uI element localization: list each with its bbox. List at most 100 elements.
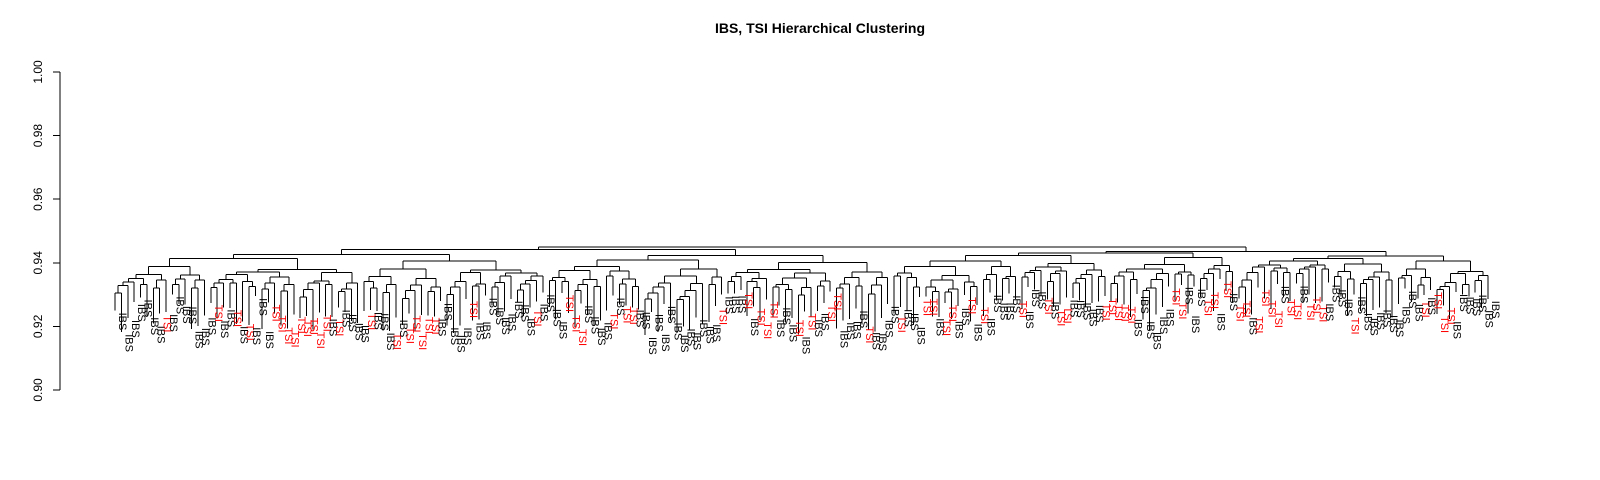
leaf-label-ibs: IBS bbox=[818, 313, 830, 331]
leaf-label-ibs: IBS bbox=[774, 320, 786, 338]
leaf-label-tsi: TSI bbox=[282, 327, 294, 344]
leaf-label-ibs: IBS bbox=[486, 298, 498, 316]
leaf-label-ibs: IBS bbox=[1406, 291, 1418, 309]
leaf-label-ibs: IBS bbox=[1483, 310, 1495, 328]
leaf-label-ibs: IBS bbox=[352, 323, 364, 341]
leaf-label-ibs: IBS bbox=[506, 313, 518, 331]
leaf-label-ibs: IBS bbox=[1023, 311, 1035, 329]
leaf-label-tsi: TSI bbox=[1016, 301, 1028, 318]
leaf-label-ibs: IBS bbox=[525, 318, 537, 336]
dendrogram-links bbox=[114, 246, 1489, 336]
leaf-label-tsi: TSI bbox=[1265, 300, 1277, 317]
leaf-label-tsi: TSI bbox=[333, 319, 345, 336]
leaf-label-tsi: TSI bbox=[742, 292, 754, 309]
leaf-label-tsi: TSI bbox=[308, 318, 320, 335]
leaf-label-ibs: IBS bbox=[589, 316, 601, 334]
leaf-label-tsi: TSI bbox=[1438, 316, 1450, 333]
leaf-label-ibs: IBS bbox=[710, 324, 722, 342]
leaf-label-ibs: IBS bbox=[1470, 298, 1482, 316]
leaf-label-tsi: TSI bbox=[295, 317, 307, 334]
leaf-label-ibs: IBS bbox=[595, 328, 607, 346]
leaf-label-ibs: IBS bbox=[180, 306, 192, 324]
leaf-label-tsi: TSI bbox=[1240, 301, 1252, 318]
leaf-label-tsi: TSI bbox=[365, 313, 377, 330]
leaf-label-ibs: IBS bbox=[1004, 303, 1016, 321]
leaf-label-ibs: IBS bbox=[1393, 319, 1405, 337]
leaf-label-tsi: TSI bbox=[831, 293, 843, 310]
leaf-label-ibs: IBS bbox=[1189, 315, 1201, 333]
leaf-label-ibs: IBS bbox=[493, 307, 505, 325]
leaf-label-tsi: TSI bbox=[1285, 299, 1297, 316]
leaf-label-tsi: TSI bbox=[1055, 309, 1067, 326]
leaf-label-tsi: TSI bbox=[1170, 288, 1182, 305]
leaf-label-tsi: TSI bbox=[1317, 305, 1329, 322]
leaf-label-ibs: IBS bbox=[991, 295, 1003, 313]
leaf-label-ibs: IBS bbox=[1157, 316, 1169, 334]
leaf-label-ibs: IBS bbox=[237, 326, 249, 344]
leaf-label-tsi: TSI bbox=[921, 299, 933, 316]
y-tick-label: 0.92 bbox=[31, 314, 45, 338]
leaf-label-ibs: IBS bbox=[697, 319, 709, 337]
leaf-label-ibs: IBS bbox=[518, 304, 530, 322]
leaf-label-ibs: IBS bbox=[582, 305, 594, 323]
leaf-label-ibs: IBS bbox=[640, 312, 652, 330]
leaf-label-ibs: IBS bbox=[250, 327, 262, 345]
leaf-label-ibs: IBS bbox=[461, 328, 473, 346]
leaf-label-ibs: IBS bbox=[684, 328, 696, 346]
leaf-label-ibs: IBS bbox=[780, 307, 792, 325]
leaf-label-ibs: IBS bbox=[812, 319, 824, 337]
leaf-label-ibs: IBS bbox=[870, 332, 882, 350]
leaf-label-tsi: TSI bbox=[301, 320, 313, 337]
leaf-label-tsi: TSI bbox=[1099, 304, 1111, 321]
leaf-label-ibs: IBS bbox=[1048, 301, 1060, 319]
leaf-label-ibs: IBS bbox=[652, 314, 664, 332]
leaf-label-tsi: TSI bbox=[410, 315, 422, 332]
leaf-label-tsi: TSI bbox=[1304, 303, 1316, 320]
leaf-label-ibs: IBS bbox=[1080, 302, 1092, 320]
leaf-label-tsi: TSI bbox=[825, 305, 837, 322]
y-tick-label: 1.00 bbox=[31, 60, 45, 84]
leaf-label-tsi: TSI bbox=[244, 324, 256, 341]
leaf-label-ibs: IBS bbox=[959, 308, 971, 326]
leaf-label-tsi: TSI bbox=[1444, 308, 1456, 325]
leaf-label-ibs: IBS bbox=[844, 322, 856, 340]
leaf-label-ibs: IBS bbox=[263, 331, 275, 349]
leaf-label-tsi: TSI bbox=[1253, 316, 1265, 333]
leaf-label-tsi: TSI bbox=[320, 315, 332, 332]
leaf-label-tsi: TSI bbox=[269, 305, 281, 322]
y-tick-label: 0.90 bbox=[31, 378, 45, 402]
leaf-label-tsi: TSI bbox=[531, 309, 543, 326]
leaf-label-ibs: IBS bbox=[186, 306, 198, 324]
leaf-label-tsi: TSI bbox=[1259, 289, 1271, 306]
leaf-label-ibs: IBS bbox=[537, 304, 549, 322]
leaf-label-tsi: TSI bbox=[1291, 303, 1303, 320]
leaf-label-ibs: IBS bbox=[1361, 313, 1373, 331]
leaf-label-tsi: TSI bbox=[927, 299, 939, 316]
leaf-label-ibs: IBS bbox=[1227, 293, 1239, 311]
leaf-label-ibs: IBS bbox=[327, 319, 339, 337]
leaf-label-tsi: TSI bbox=[793, 320, 805, 337]
leaf-label-ibs: IBS bbox=[985, 318, 997, 336]
leaf-label-ibs: IBS bbox=[882, 320, 894, 338]
leaf-label-ibs: IBS bbox=[1368, 318, 1380, 336]
leaf-label-ibs: IBS bbox=[435, 319, 447, 337]
leaf-label-tsi: TSI bbox=[314, 332, 326, 349]
leaf-label-ibs: IBS bbox=[442, 303, 454, 321]
leaf-label-tsi: TSI bbox=[978, 307, 990, 324]
leaf-label-ibs: IBS bbox=[729, 296, 741, 314]
leaf-label-tsi: TSI bbox=[863, 326, 875, 343]
leaf-label-ibs: IBS bbox=[346, 314, 358, 332]
leaf-label-tsi: TSI bbox=[1042, 298, 1054, 315]
leaf-label-ibs: IBS bbox=[1463, 297, 1475, 315]
leaf-label-ibs: IBS bbox=[1131, 319, 1143, 337]
leaf-label-ibs: IBS bbox=[544, 294, 556, 312]
leaf-label-ibs: IBS bbox=[1336, 289, 1348, 307]
leaf-label-ibs: IBS bbox=[672, 323, 684, 341]
leaf-label-ibs: IBS bbox=[908, 313, 920, 331]
leaf-label-ibs: IBS bbox=[953, 321, 965, 339]
leaf-label-ibs: IBS bbox=[199, 328, 211, 346]
leaf-label-ibs: IBS bbox=[1144, 321, 1156, 339]
leaf-label-tsi: TSI bbox=[767, 301, 779, 318]
leaf-label-ibs: IBS bbox=[850, 321, 862, 339]
